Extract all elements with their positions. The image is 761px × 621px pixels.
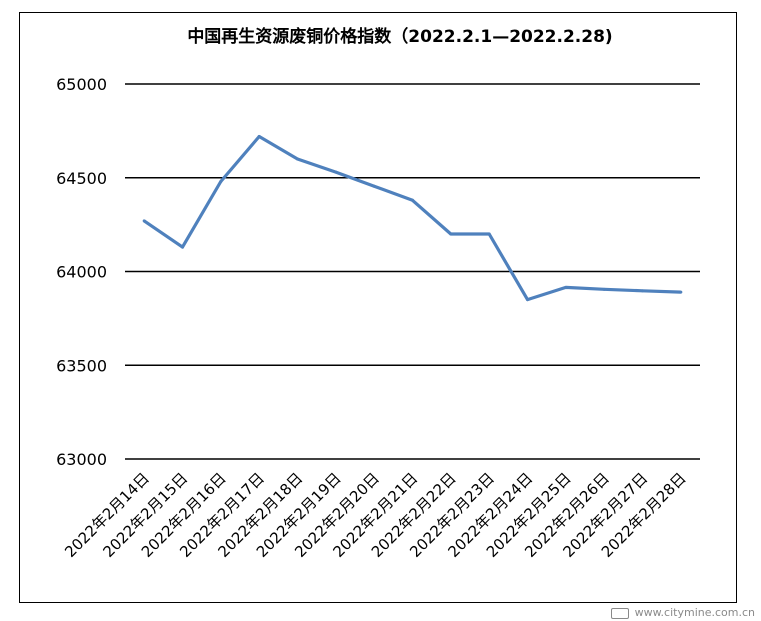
data-point [334, 170, 338, 174]
data-point [487, 232, 491, 236]
data-point [142, 219, 146, 223]
chart-title: 中国再生资源废铜价格指数（2022.2.1—2022.2.28) [187, 26, 612, 47]
data-point [564, 285, 568, 289]
y-tick-label: 64500 [56, 169, 107, 188]
data-point [449, 232, 453, 236]
y-tick-label: 63500 [56, 356, 107, 375]
y-tick-label: 63000 [56, 450, 107, 469]
data-point [526, 298, 529, 302]
data-point [602, 287, 606, 291]
data-point [219, 180, 223, 183]
y-tick-label: 64000 [56, 263, 107, 282]
watermark-logo-icon [610, 607, 629, 619]
y-tick-label: 65000 [56, 75, 107, 94]
watermark: www.citymine.com.cn [610, 606, 755, 619]
data-point [411, 198, 414, 202]
data-point [641, 289, 644, 293]
data-point [181, 245, 184, 249]
series-line [143, 134, 681, 302]
data-point [296, 157, 299, 161]
data-point [257, 135, 261, 138]
watermark-text: www.citymine.com.cn [634, 606, 755, 619]
chart-frame [19, 12, 737, 603]
data-point [679, 290, 683, 294]
data-point [372, 184, 376, 188]
